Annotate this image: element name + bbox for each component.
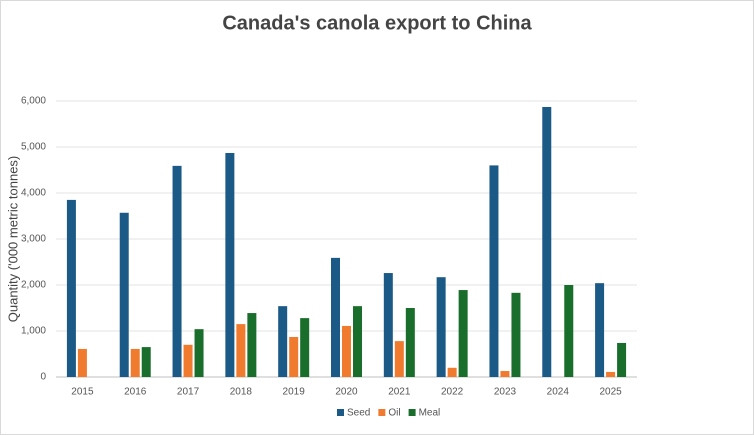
x-tick-label: 2024 (547, 387, 570, 398)
bar (511, 292, 521, 377)
bar (141, 347, 151, 377)
bar (225, 152, 235, 377)
bar (236, 324, 246, 377)
y-axis-label: Quantity ('000 metric tonnes) (5, 156, 20, 323)
bar (278, 306, 288, 377)
bar (489, 165, 499, 377)
x-tick-label: 2021 (388, 387, 411, 398)
x-tick-label: 2018 (230, 387, 253, 398)
bar (66, 199, 76, 377)
x-tick-label: 2019 (283, 387, 306, 398)
bar (194, 329, 204, 377)
x-tick-label: 2016 (124, 387, 147, 398)
bar (405, 308, 415, 377)
x-tick-label: 2023 (494, 387, 517, 398)
y-tick-label: 1,000 (21, 326, 46, 337)
legend-swatch (337, 409, 344, 416)
y-tick-label: 3,000 (21, 234, 46, 245)
bar (183, 344, 193, 377)
x-tick-label: 2015 (71, 387, 94, 398)
y-tick-label: 6,000 (21, 96, 46, 107)
bar (353, 306, 362, 377)
y-tick-label: 4,000 (21, 188, 46, 199)
bar (447, 367, 457, 377)
bar (500, 371, 510, 377)
bar (119, 212, 129, 377)
bar (394, 341, 404, 377)
y-tick-label: 2,000 (21, 280, 46, 291)
bar (606, 371, 616, 377)
y-tick-label: 0 (40, 372, 46, 383)
y-tick-label: 5,000 (21, 142, 46, 153)
bar (300, 318, 310, 377)
x-tick-label: 2020 (335, 387, 358, 398)
bar (595, 283, 605, 377)
chart-title: Canada's canola export to China (222, 12, 532, 34)
bar (289, 336, 299, 377)
x-tick-label: 2025 (599, 387, 622, 398)
bar (172, 165, 182, 377)
bar (383, 273, 393, 377)
bar (342, 325, 351, 377)
bar (130, 348, 140, 377)
bar (458, 290, 468, 377)
legend-swatch (408, 409, 416, 416)
legend-label: Oil (388, 408, 400, 419)
x-tick-label: 2022 (441, 387, 464, 398)
legend-swatch (378, 409, 386, 416)
bar (247, 313, 257, 377)
legend-label: Meal (419, 408, 441, 419)
bar (564, 285, 574, 377)
bar (436, 277, 446, 377)
bar (331, 257, 340, 377)
bar (617, 342, 627, 377)
bar (77, 348, 87, 377)
bar (542, 106, 552, 377)
legend-label: Seed (347, 408, 370, 419)
x-tick-label: 2017 (177, 387, 200, 398)
